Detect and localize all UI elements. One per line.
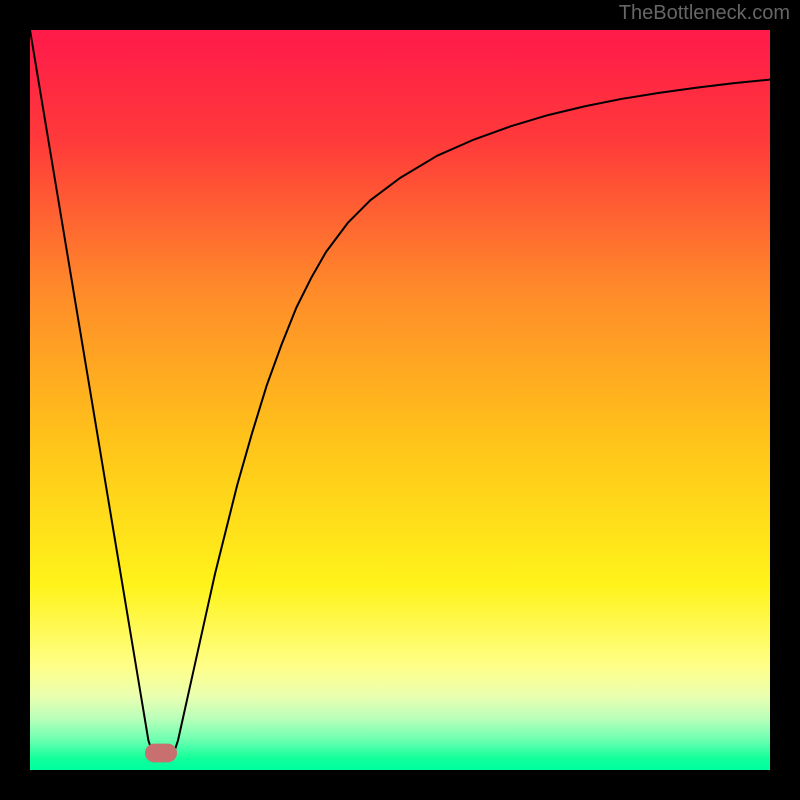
bottleneck-chart-svg (0, 0, 800, 800)
attribution-text: TheBottleneck.com (619, 2, 790, 25)
chart-background (30, 30, 770, 770)
min-marker (145, 744, 176, 762)
chart-container: TheBottleneck.com (0, 0, 800, 800)
